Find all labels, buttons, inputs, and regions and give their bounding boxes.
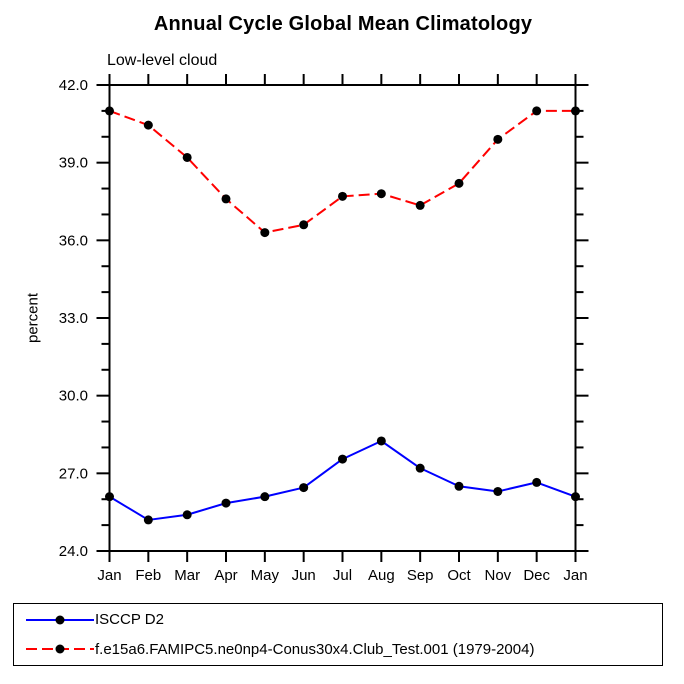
series-line-model (109, 109, 576, 234)
legend-item-model: f.e15a6.FAMIPC5.ne0np4-Conus30x4.Club_Te… (14, 635, 662, 663)
legend: ISCCP D2 f.e15a6.FAMIPC5.ne0np4-Conus30x… (13, 603, 663, 666)
x-tick-label: Apr (214, 567, 237, 584)
y-tick-label: 42.0 (59, 77, 88, 94)
legend-item-isccp-d2: ISCCP D2 (14, 606, 662, 634)
data-point-marker (105, 492, 114, 502)
legend-solid-line-icon (26, 615, 94, 625)
y-tick-label: 30.0 (59, 388, 88, 405)
legend-dashed-line-icon (26, 644, 94, 654)
x-tick-label: Jan (97, 567, 121, 584)
y-tick-label: 24.0 (59, 543, 88, 560)
plot-border (108, 84, 577, 552)
data-point-marker (338, 454, 347, 464)
x-tick-label: May (251, 567, 280, 584)
data-point-marker (571, 492, 580, 502)
data-point-marker (532, 477, 542, 487)
data-point-marker (376, 436, 386, 446)
data-point-marker (143, 515, 153, 525)
legend-marker-dot (55, 644, 65, 654)
data-point-marker (182, 152, 192, 162)
data-point-marker (299, 483, 309, 493)
legend-marker-dot (55, 615, 65, 625)
data-point-marker (493, 134, 503, 144)
x-tick-label: Jul (333, 567, 352, 584)
x-tick-label: Aug (368, 567, 395, 584)
x-tick-label: Jun (292, 567, 316, 584)
data-point-marker (415, 463, 425, 473)
data-point-marker (415, 200, 425, 210)
x-tick-label: Sep (407, 567, 434, 584)
data-point-marker (376, 189, 386, 199)
data-point-marker (143, 120, 153, 130)
y-tick-label: 33.0 (59, 310, 88, 327)
x-tick-label: Oct (447, 567, 471, 584)
data-point-marker (493, 486, 503, 496)
x-tick-label: Dec (523, 567, 550, 584)
chart-title: Annual Cycle Global Mean Climatology (153, 13, 533, 35)
plot-canvas: Jan Feb Mar Apr May Jun Jul Aug Sep Oct Nov Dec Jan 2… (59, 74, 589, 584)
x-tick-label: Jan (563, 567, 587, 584)
data-point-marker (338, 191, 347, 201)
data-point-marker (221, 498, 231, 508)
data-point-marker (571, 106, 580, 116)
x-tick-label: Feb (135, 567, 161, 584)
data-point-marker (454, 178, 464, 188)
data-point-marker (260, 492, 270, 502)
data-point-marker (105, 106, 114, 116)
data-point-marker (532, 106, 542, 116)
y-tick-label: 39.0 (59, 155, 88, 172)
legend-label-model: f.e15a6.FAMIPC5.ne0np4-Conus30x4.Club_Te… (95, 640, 535, 658)
y-tick-label: 36.0 (59, 232, 88, 249)
y-tick-label: 27.0 (59, 465, 88, 482)
data-point-marker (221, 194, 231, 204)
data-point-marker (182, 510, 192, 520)
data-point-marker (299, 220, 309, 230)
data-point-marker (454, 481, 464, 491)
series-line-isccp-d2 (108, 439, 576, 521)
data-point-marker (260, 228, 270, 238)
x-tick-label: Nov (484, 567, 511, 584)
chart-subtitle: Low-level cloud (107, 52, 218, 69)
x-tick-label: Mar (174, 567, 200, 584)
legend-label-isccp-d2: ISCCP D2 (95, 611, 164, 629)
